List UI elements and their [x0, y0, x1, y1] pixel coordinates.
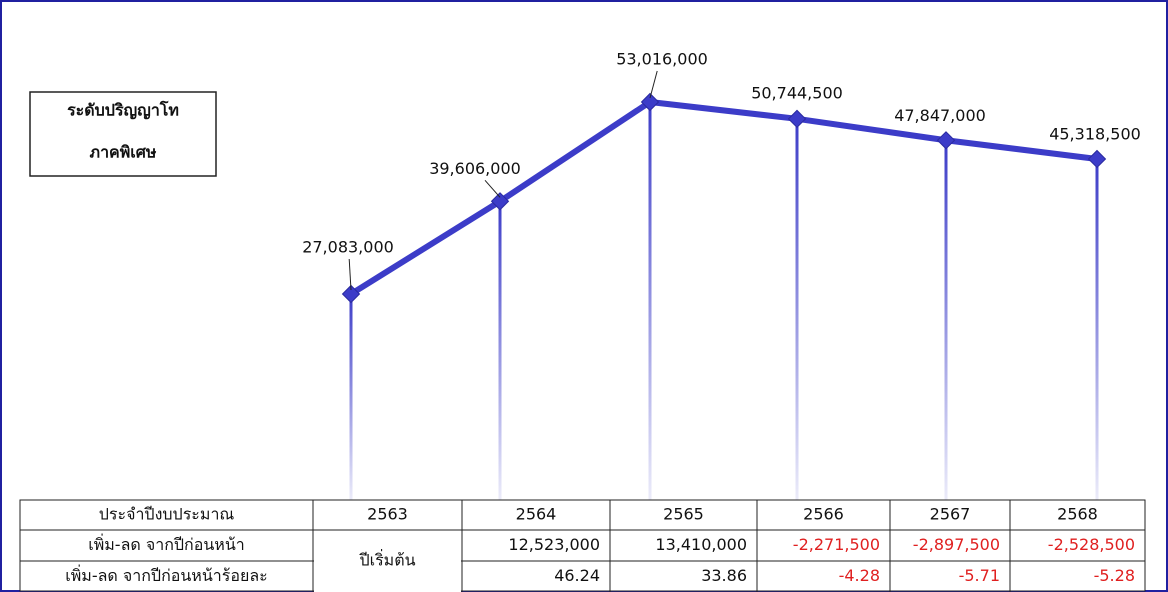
drop-line: [499, 201, 502, 500]
percent-cell: -5.71: [959, 566, 1000, 585]
drop-line: [796, 119, 799, 500]
point: [938, 132, 955, 149]
value-label: 47,847,000: [894, 106, 986, 125]
percent-cell: 46.24: [554, 566, 600, 585]
year: 2565: [663, 505, 704, 524]
percent-cell: 33.86: [701, 566, 747, 585]
drop-line: [649, 102, 652, 500]
drop-line: [350, 294, 353, 500]
row-label: ประจำปีงบประมาณ: [99, 505, 235, 524]
chart: ระดับปริญญาโท ภาคพิเศษ 27,083,000 39,606,…: [0, 0, 1168, 592]
year: 2564: [516, 505, 557, 524]
value-label: 50,744,500: [751, 83, 843, 102]
change-cell: -2,897,500: [913, 535, 1000, 554]
drop-line: [1096, 159, 1099, 500]
point: [789, 110, 806, 127]
point: [1089, 151, 1106, 168]
percent-cell: -5.28: [1094, 566, 1135, 585]
start-note: ปีเริ่มต้น: [359, 549, 416, 570]
value-label: 27,083,000: [302, 238, 394, 257]
change-cell: -2,528,500: [1048, 535, 1135, 554]
leader: [349, 259, 351, 290]
value-label: 39,606,000: [429, 159, 521, 178]
year: 2566: [803, 505, 844, 524]
percent-cell: -4.28: [839, 566, 880, 585]
row-label: เพิ่ม-ลด จากปีก่อนหน้า: [88, 533, 245, 554]
change-cell: 13,410,000: [655, 535, 747, 554]
chart-title: ระดับปริญญาโท: [67, 100, 179, 121]
leader: [485, 180, 500, 197]
change-cell: 12,523,000: [508, 535, 600, 554]
drop-line: [945, 140, 948, 500]
value-label: 53,016,000: [616, 50, 708, 69]
value-label: 45,318,500: [1049, 124, 1141, 143]
chart-title: ภาคพิเศษ: [90, 143, 157, 162]
change-cell: -2,271,500: [793, 535, 880, 554]
plot: 27,083,000 39,606,000 53,016,000 50,744,500…: [302, 50, 1141, 303]
year: 2567: [930, 505, 971, 524]
year: 2563: [367, 505, 408, 524]
row-label: เพิ่ม-ลด จากปีก่อนหน้าร้อยละ: [65, 564, 268, 585]
line: [351, 102, 1097, 294]
year: 2568: [1057, 505, 1098, 524]
leader: [650, 71, 657, 98]
